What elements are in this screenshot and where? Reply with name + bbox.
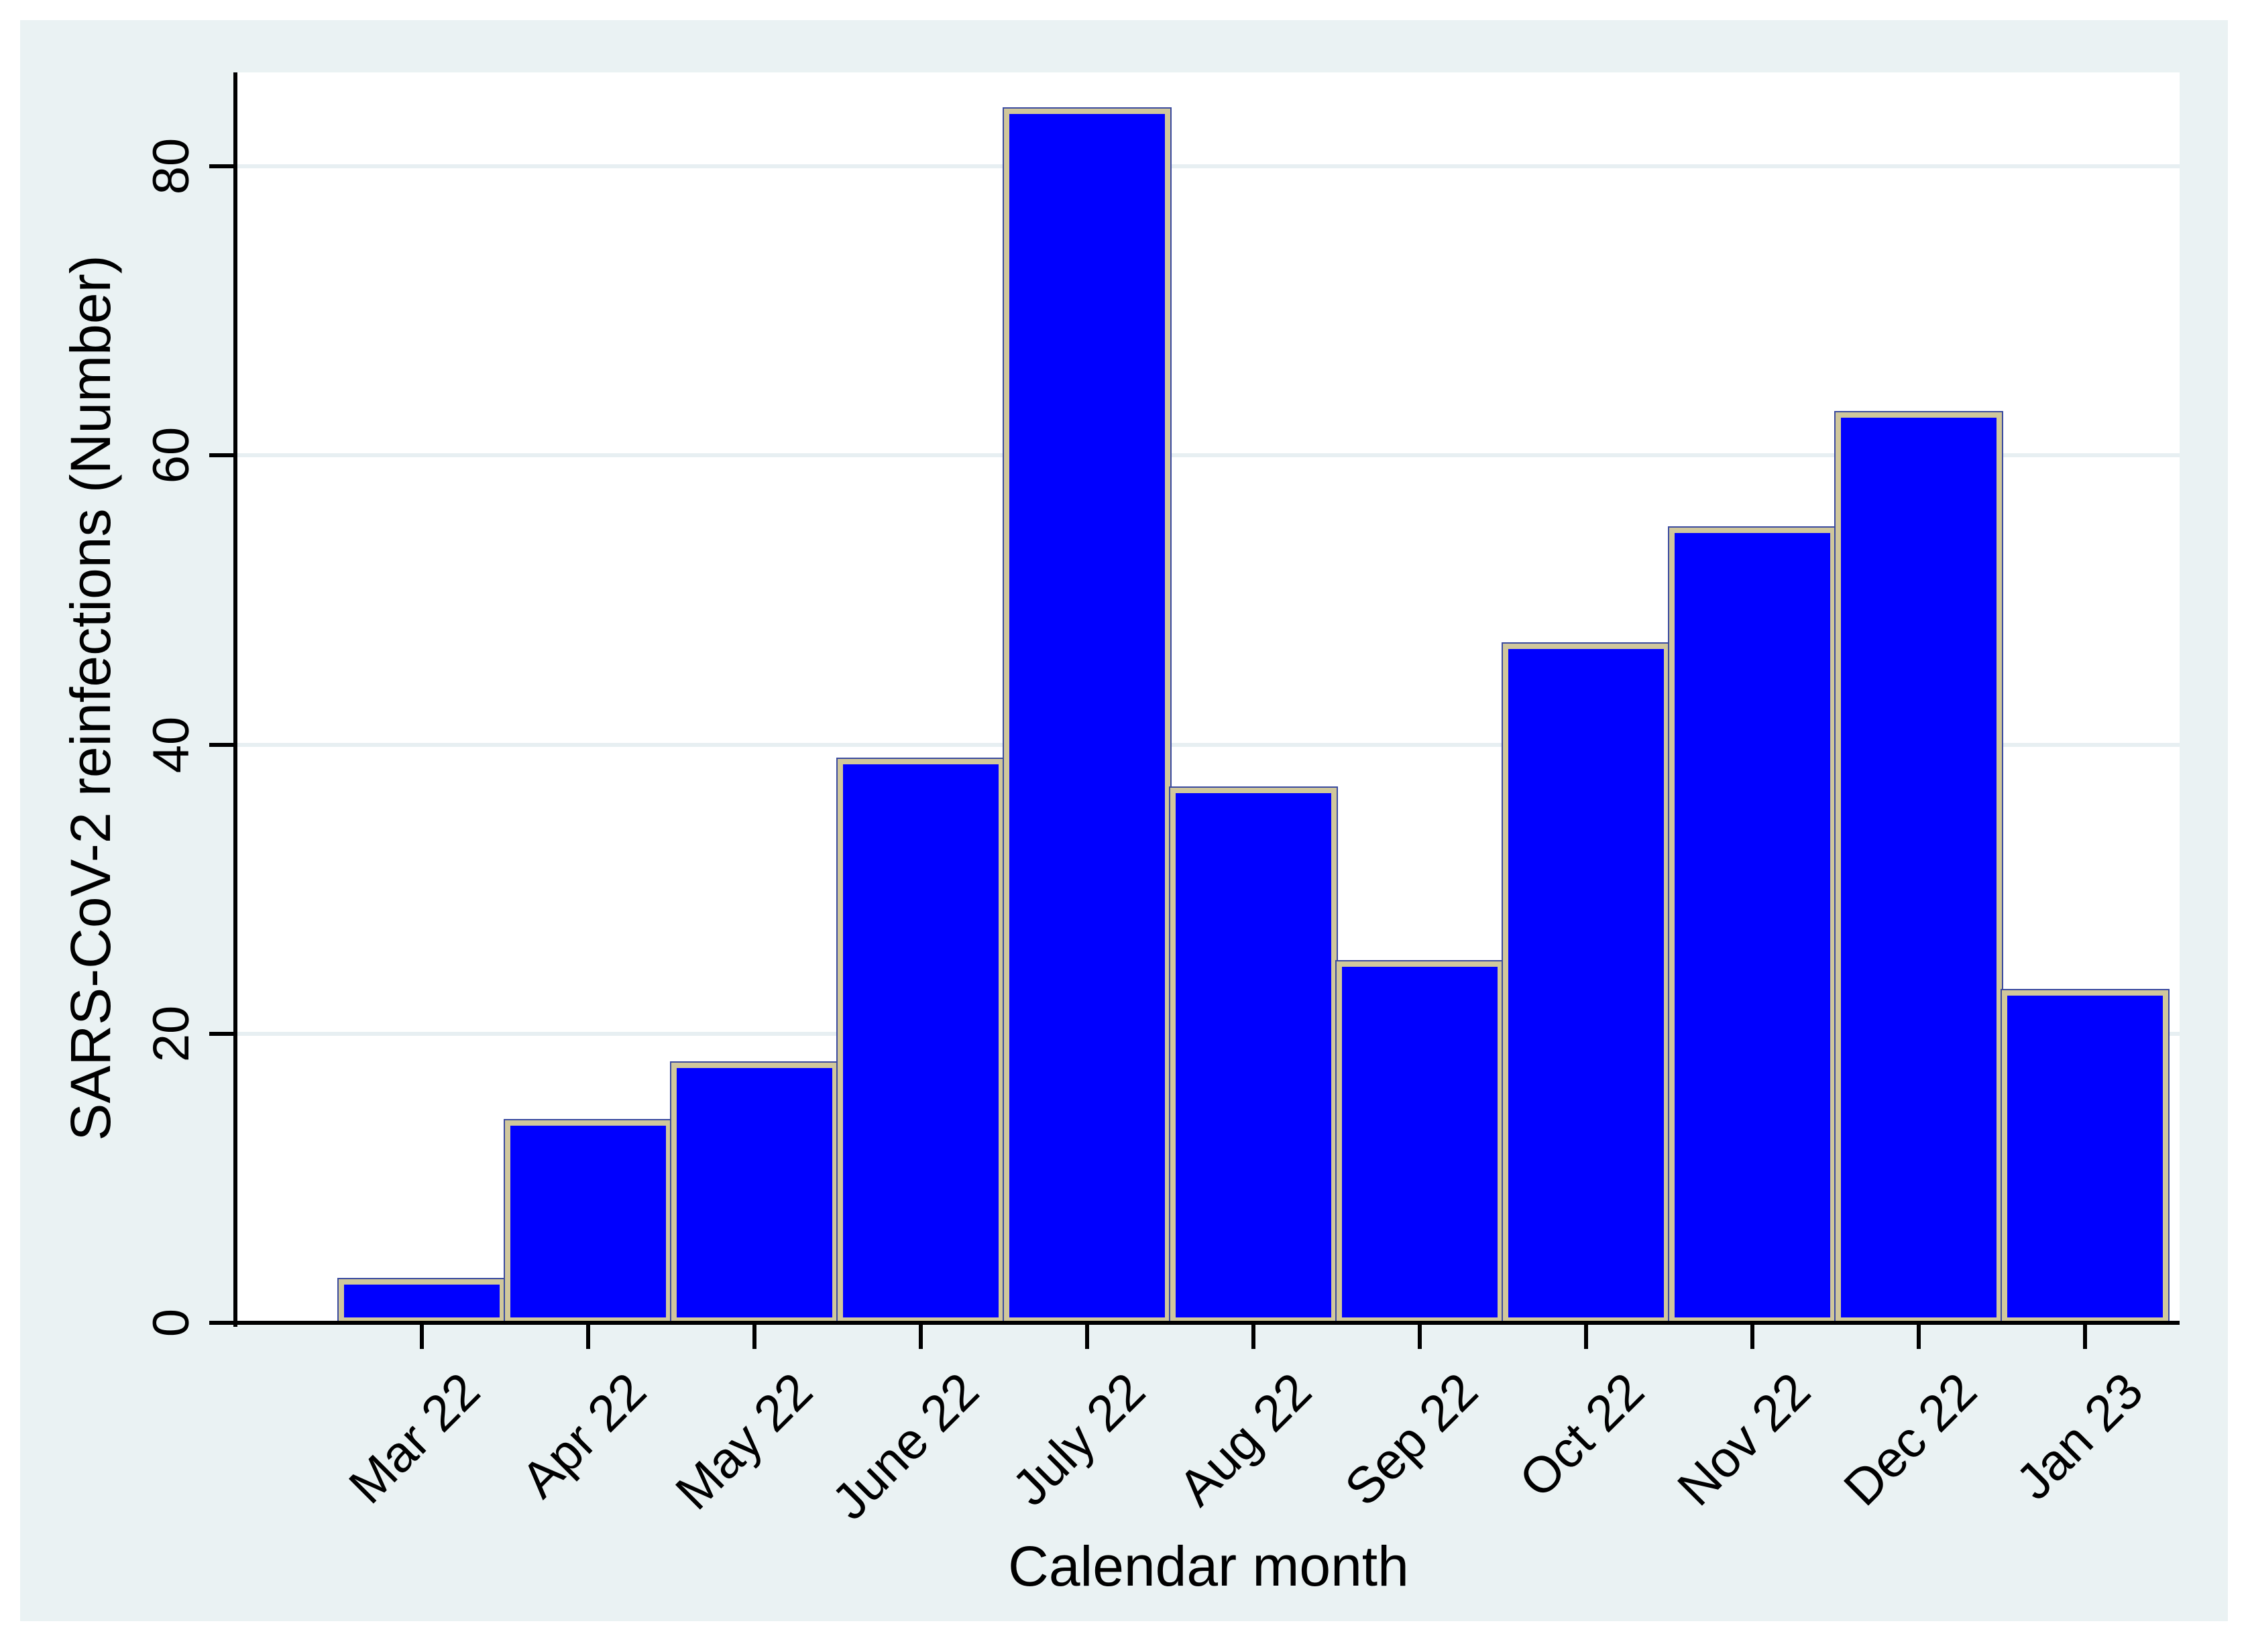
bar-aug-22 bbox=[1169, 786, 1338, 1324]
x-axis-line bbox=[233, 1321, 2180, 1325]
x-axis-title: Calendar month bbox=[1008, 1535, 1409, 1598]
y-tick-label-40: 40 bbox=[142, 716, 200, 773]
x-tick-may-22 bbox=[752, 1325, 756, 1349]
x-tick-apr-22 bbox=[586, 1325, 590, 1349]
gridline-y-40 bbox=[237, 742, 2180, 747]
y-axis-title: SARS-CoV-2 reinfections (Number) bbox=[58, 254, 122, 1141]
y-tick-label-20: 20 bbox=[142, 1005, 200, 1063]
bar-nov-22 bbox=[1668, 526, 1837, 1324]
bar-july-22 bbox=[1003, 107, 1172, 1325]
bar-mar-22 bbox=[337, 1278, 506, 1324]
x-tick-dec-22 bbox=[1917, 1325, 1921, 1349]
gridline-y-60 bbox=[237, 453, 2180, 458]
x-tick-july-22 bbox=[1085, 1325, 1089, 1349]
bar-may-22 bbox=[670, 1061, 839, 1325]
x-tick-nov-22 bbox=[1750, 1325, 1754, 1349]
y-tick-20 bbox=[209, 1031, 233, 1036]
x-tick-sep-22 bbox=[1418, 1325, 1422, 1349]
x-tick-jan-23 bbox=[2083, 1325, 2087, 1349]
x-tick-june-22 bbox=[919, 1325, 923, 1349]
y-tick-60 bbox=[209, 453, 233, 458]
y-tick-label-80: 80 bbox=[142, 137, 200, 195]
x-tick-mar-22 bbox=[420, 1325, 424, 1349]
x-tick-oct-22 bbox=[1584, 1325, 1588, 1349]
bar-apr-22 bbox=[504, 1119, 673, 1324]
bar-june-22 bbox=[836, 758, 1005, 1324]
y-axis-line bbox=[233, 72, 237, 1327]
gridline-y-80 bbox=[237, 164, 2180, 168]
bar-oct-22 bbox=[1502, 642, 1671, 1325]
y-tick-label-0: 0 bbox=[142, 1308, 200, 1338]
y-tick-40 bbox=[209, 742, 233, 747]
x-tick-aug-22 bbox=[1251, 1325, 1255, 1349]
y-tick-label-60: 60 bbox=[142, 426, 200, 484]
bar-sep-22 bbox=[1335, 959, 1504, 1325]
y-tick-0 bbox=[209, 1321, 233, 1325]
bar-jan-23 bbox=[2001, 989, 2170, 1324]
bar-dec-22 bbox=[1834, 410, 2003, 1325]
y-tick-80 bbox=[209, 164, 233, 168]
graph-region: 0 20 40 60 80 Mar 22 Apr 22 May 22 June 22 July … bbox=[20, 20, 2228, 1621]
